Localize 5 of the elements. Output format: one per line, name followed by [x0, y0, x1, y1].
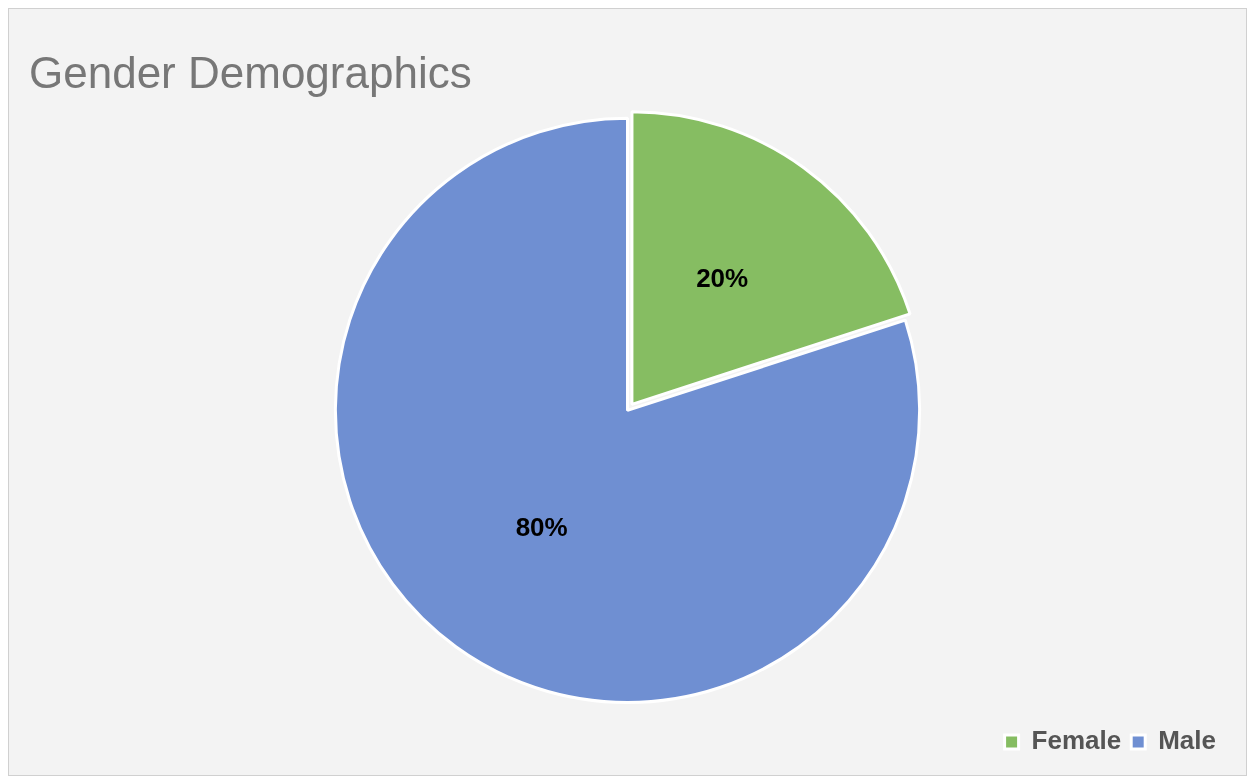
legend-label: Male	[1158, 725, 1217, 756]
data-label: 80%	[515, 511, 568, 542]
data-label: 20%	[696, 263, 749, 294]
legend-label: Female	[1031, 725, 1122, 756]
chart-title: Gender Demographics	[29, 47, 472, 97]
